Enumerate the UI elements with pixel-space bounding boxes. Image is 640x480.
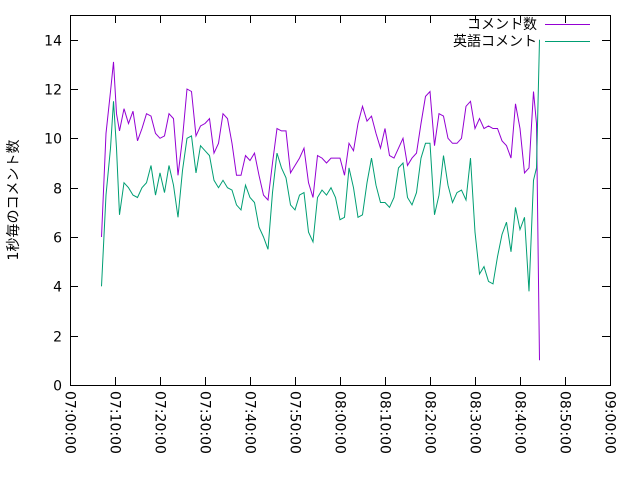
x-tick-label: 09:00:00 bbox=[602, 391, 618, 454]
legend-label-2: 英語コメント bbox=[453, 33, 537, 50]
x-tick-label: 08:30:00 bbox=[467, 391, 483, 454]
series-line-1 bbox=[101, 61, 540, 361]
legend-label-1: コメント数 bbox=[467, 17, 537, 33]
y-tick-label: 10 bbox=[44, 132, 62, 148]
y-tick-label: 6 bbox=[53, 231, 62, 247]
x-tick-label: 08:00:00 bbox=[332, 391, 348, 454]
y-tick-label: 2 bbox=[53, 330, 62, 346]
x-tick-label: 08:40:00 bbox=[512, 391, 528, 454]
plot-frame bbox=[70, 15, 611, 386]
y-tick-label: 4 bbox=[53, 280, 62, 296]
x-tick-label: 08:10:00 bbox=[377, 391, 393, 454]
series-line-2 bbox=[101, 39, 540, 292]
x-tick-label: 07:20:00 bbox=[152, 391, 168, 454]
x-tick-label: 07:40:00 bbox=[242, 391, 258, 454]
y-tick-label: 0 bbox=[53, 379, 62, 395]
y-axis: 0 2 4 6 8 10 12 14 bbox=[44, 34, 610, 395]
y-tick-label: 12 bbox=[44, 83, 62, 99]
series-layer bbox=[101, 39, 540, 361]
x-tick-label: 07:00:00 bbox=[62, 391, 78, 454]
x-tick-label: 07:10:00 bbox=[107, 391, 123, 454]
x-tick-label: 07:30:00 bbox=[197, 391, 213, 454]
y-tick-label: 8 bbox=[53, 182, 62, 198]
y-axis-label: 1秒毎のコメント数 bbox=[6, 140, 22, 261]
x-tick-label: 08:20:00 bbox=[422, 391, 438, 454]
x-tick-label: 07:50:00 bbox=[287, 391, 303, 454]
x-tick-label: 08:50:00 bbox=[557, 391, 573, 454]
y-tick-label: 14 bbox=[44, 34, 62, 50]
x-axis: 07:00:00 07:10:00 07:20:00 07:30:00 07:40:00… bbox=[62, 15, 618, 454]
